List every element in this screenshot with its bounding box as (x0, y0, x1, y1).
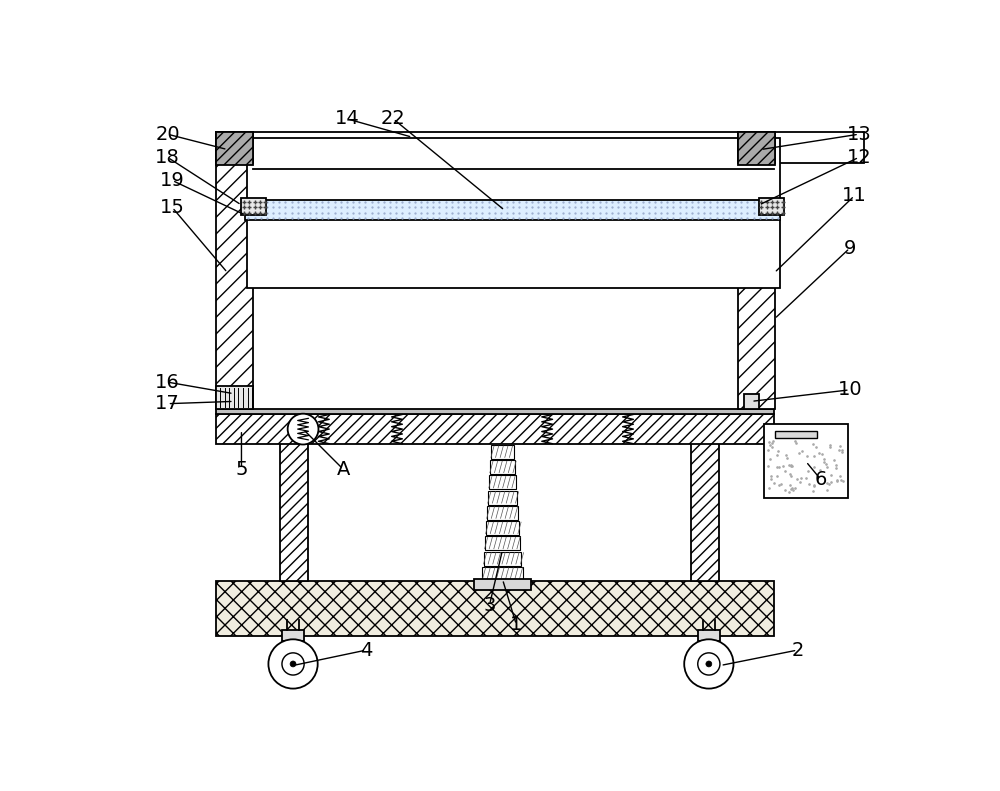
Bar (280, 442, 308, 581)
Bar (491, 445, 514, 459)
Bar (245, 200, 780, 221)
Bar (487, 506, 518, 520)
Circle shape (706, 661, 712, 667)
Text: 15: 15 (160, 198, 185, 217)
Bar (216, 132, 864, 163)
Bar (698, 630, 720, 641)
Bar (738, 132, 775, 163)
Bar (216, 409, 774, 414)
Text: 4: 4 (360, 641, 372, 660)
Bar (282, 630, 304, 641)
Bar (764, 425, 848, 498)
Text: 19: 19 (160, 171, 185, 190)
Circle shape (288, 414, 318, 445)
Bar (488, 490, 517, 505)
Bar (484, 551, 521, 566)
Circle shape (698, 653, 720, 675)
Bar (216, 132, 253, 409)
Bar (216, 386, 253, 409)
Bar (216, 132, 253, 165)
Bar (490, 460, 515, 474)
Bar (486, 521, 519, 535)
Bar (241, 198, 266, 215)
Text: 11: 11 (842, 187, 867, 206)
Text: 13: 13 (847, 125, 871, 144)
Text: 10: 10 (837, 380, 862, 399)
Bar (474, 579, 531, 590)
Text: 12: 12 (847, 148, 871, 167)
Bar (247, 138, 780, 288)
Text: 17: 17 (155, 394, 180, 413)
Circle shape (684, 639, 733, 689)
Bar (691, 442, 719, 581)
Text: 16: 16 (155, 373, 180, 392)
Text: 6: 6 (814, 470, 827, 489)
Text: 1: 1 (510, 615, 523, 634)
Bar (216, 414, 774, 444)
Text: 9: 9 (844, 239, 856, 258)
Text: 14: 14 (335, 109, 359, 128)
Text: 5: 5 (235, 460, 248, 479)
Bar (216, 132, 253, 163)
Text: 22: 22 (381, 109, 406, 128)
Bar (738, 132, 775, 409)
Circle shape (282, 653, 304, 675)
Bar (489, 475, 516, 490)
Bar (485, 536, 520, 551)
Text: 18: 18 (155, 148, 180, 167)
Circle shape (290, 661, 296, 667)
Bar (482, 567, 523, 581)
Text: A: A (336, 460, 350, 479)
Bar (738, 132, 775, 165)
Text: 3: 3 (483, 596, 496, 615)
Bar (744, 394, 759, 409)
Circle shape (268, 639, 318, 689)
Bar (216, 581, 774, 636)
Bar (759, 198, 784, 215)
Bar (775, 431, 817, 438)
Text: 20: 20 (155, 125, 180, 144)
Text: 2: 2 (791, 641, 804, 660)
